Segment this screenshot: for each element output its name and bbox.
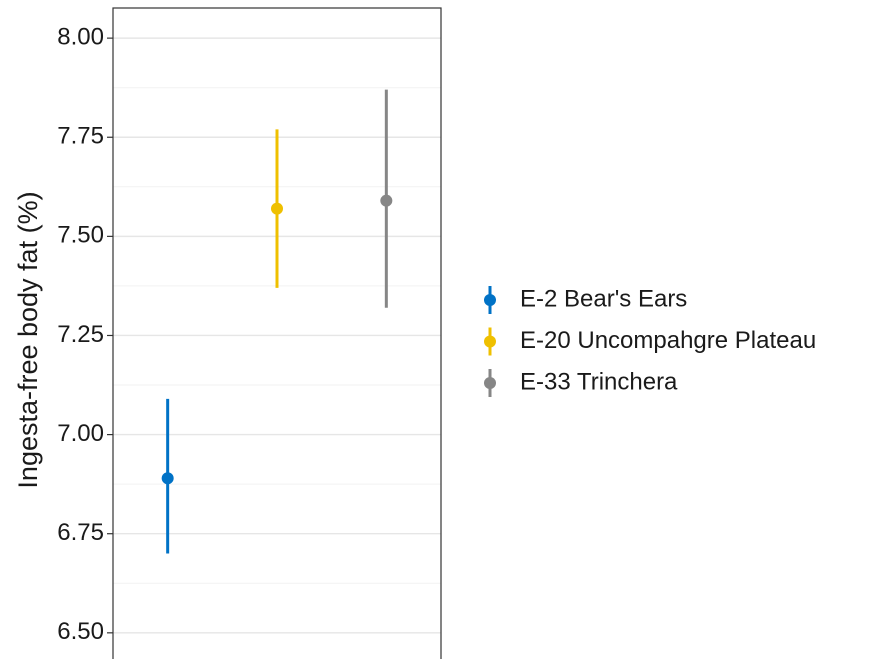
point <box>271 202 283 215</box>
legend-key-point <box>484 294 496 306</box>
y-axis-title: Ingesta-free body fat (%) <box>13 191 43 488</box>
y-tick-label: 8.00 <box>57 23 104 50</box>
legend-label: E-20 Uncompahgre Plateau <box>520 327 816 354</box>
legend-key-point <box>484 335 496 348</box>
y-tick-label: 7.25 <box>57 321 104 348</box>
y-tick-label: 7.50 <box>57 222 104 249</box>
point <box>161 472 174 485</box>
legend-label: E-2 Bear's Ears <box>520 285 687 312</box>
point <box>380 194 393 207</box>
legend-key-point <box>484 377 496 389</box>
y-tick-label: 6.50 <box>57 618 104 645</box>
legend-label: E-33 Trinchera <box>520 368 678 395</box>
panel-border <box>112 7 442 659</box>
y-tick-label: 7.75 <box>57 123 104 150</box>
y-tick-label: 7.00 <box>57 420 104 447</box>
y-tick-label: 6.75 <box>57 519 104 546</box>
